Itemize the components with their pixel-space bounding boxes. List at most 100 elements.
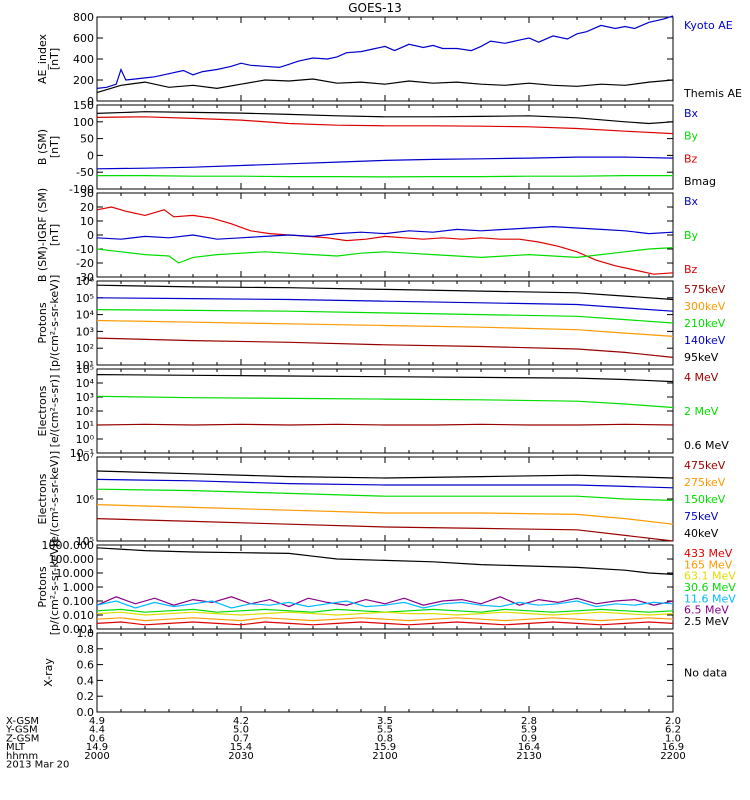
y-axis-label: B (SM)-IGRF (SM) bbox=[36, 188, 49, 282]
y-axis-label: Electrons bbox=[36, 385, 49, 436]
y-tick-label: 10⁶ bbox=[76, 275, 95, 288]
legend-entry: By bbox=[684, 130, 699, 143]
ephemeris-value: 4.9 bbox=[89, 716, 105, 727]
y-tick-label: 50 bbox=[80, 133, 94, 146]
y-tick-label: 0 bbox=[87, 229, 94, 242]
series-line-bx bbox=[96, 156, 674, 170]
y-axis-label: Protons bbox=[36, 566, 49, 607]
series-line-75kev bbox=[96, 478, 674, 489]
y-tick-label: 0.6 bbox=[77, 659, 95, 672]
y-axis-label: [p/(cm²-s-sr-keV)] bbox=[48, 275, 61, 372]
legend-entry: 2 MeV bbox=[684, 405, 719, 418]
y-tick-label: 10⁰ bbox=[76, 433, 95, 446]
ephemeris-row-label: Z-GSM bbox=[6, 733, 39, 744]
ephemeris-value: 2.8 bbox=[521, 716, 537, 727]
y-axis-label: B (SM) bbox=[36, 129, 49, 165]
y-axis-label: [e/(cm²-s-sr)] bbox=[48, 375, 61, 448]
y-tick-label: -20 bbox=[76, 257, 94, 270]
legend-entry: 433 MeV bbox=[684, 547, 733, 560]
y-tick-label: 150 bbox=[73, 99, 94, 112]
chart-title: GOES-13 bbox=[348, 1, 402, 15]
legend-entry: Bx bbox=[684, 195, 699, 208]
y-axis-label: Protons bbox=[36, 302, 49, 343]
series-line-165-mev bbox=[96, 617, 674, 622]
legend-entry: 11.6 MeV bbox=[684, 592, 736, 605]
ephemeris-value: 16.9 bbox=[662, 742, 684, 753]
y-axis-label: [nT] bbox=[48, 136, 61, 158]
ephemeris-value: 2030 bbox=[228, 751, 253, 762]
series-line-575kev bbox=[96, 337, 674, 358]
series-line-40kev bbox=[96, 470, 674, 479]
legend-entry: Bmag bbox=[684, 175, 716, 188]
ephemeris-value: 1.0 bbox=[665, 733, 681, 744]
y-tick-label: 10⁻¹ bbox=[70, 447, 94, 460]
ephemeris-value: 2130 bbox=[516, 751, 541, 762]
y-tick-label: 30 bbox=[80, 187, 94, 200]
ephemeris-value: 5.9 bbox=[521, 725, 537, 736]
y-tick-label: 10⁷ bbox=[76, 451, 94, 464]
legend-entry: 63.1 MeV bbox=[684, 570, 736, 583]
y-tick-label: 10⁴ bbox=[76, 377, 95, 390]
ephemeris-value: 0.6 bbox=[89, 733, 105, 744]
y-tick-label: 800 bbox=[73, 11, 94, 24]
legend-entry: 300keV bbox=[684, 300, 726, 313]
y-axis-label: [nT] bbox=[48, 224, 61, 246]
y-tick-label: 0.001 bbox=[63, 623, 95, 636]
series-line-433-mev bbox=[96, 621, 674, 626]
y-axis-label: [e/(cm²-s-sr-keV)] bbox=[48, 451, 61, 547]
series-line-bz bbox=[96, 206, 674, 275]
legend-entry: 0.6 MeV bbox=[684, 439, 729, 452]
series-line-0-6-mev bbox=[96, 374, 674, 383]
series-line-by bbox=[96, 247, 674, 264]
series-line-bx bbox=[96, 225, 674, 240]
ephemeris-value: 2100 bbox=[372, 751, 397, 762]
series-line-300kev bbox=[96, 319, 674, 337]
y-tick-label: 20 bbox=[80, 201, 94, 214]
legend-entry: 6.5 MeV bbox=[684, 604, 729, 617]
y-tick-label: -100 bbox=[69, 183, 94, 196]
panel-frame bbox=[96, 632, 674, 713]
legend-entry: 4 MeV bbox=[684, 371, 719, 384]
series-line-63-1-mev bbox=[96, 611, 674, 616]
legend-entry: 40keV bbox=[684, 527, 719, 540]
y-tick-label: 600 bbox=[73, 32, 94, 45]
y-tick-label: -50 bbox=[76, 166, 94, 179]
series-line-275kev bbox=[96, 504, 674, 525]
ephemeris-value: 15.4 bbox=[230, 742, 252, 753]
ephemeris-row-label: X-GSM bbox=[6, 716, 39, 727]
series-line-95kev bbox=[96, 284, 674, 301]
legend-entry: Bz bbox=[684, 263, 698, 276]
legend-entry: 30.6 MeV bbox=[684, 581, 736, 594]
ephemeris-value: 0.9 bbox=[521, 733, 537, 744]
legend-entry: 75keV bbox=[684, 510, 719, 523]
y-tick-label: 10 bbox=[80, 215, 94, 228]
panel-frame bbox=[96, 368, 674, 454]
ephemeris-value: 0.7 bbox=[233, 733, 249, 744]
y-tick-label: 1.000 bbox=[63, 581, 95, 594]
legend-entry: Bx bbox=[684, 107, 699, 120]
ephemeris-value: 14.9 bbox=[86, 742, 108, 753]
ephemeris-value: 15.9 bbox=[374, 742, 396, 753]
y-tick-label: 10⁴ bbox=[76, 309, 95, 322]
series-line-6-5-mev bbox=[96, 596, 674, 608]
ephemeris-row-label: Y-GSM bbox=[5, 725, 38, 736]
ephemeris-value: 5.5 bbox=[377, 725, 393, 736]
y-tick-label: 10⁵ bbox=[76, 535, 94, 548]
ephemeris-value: 16.4 bbox=[518, 742, 540, 753]
panel-frame bbox=[96, 16, 674, 102]
series-line-210kev bbox=[96, 309, 674, 324]
series-line-by bbox=[97, 175, 673, 178]
legend-entry: 210keV bbox=[684, 317, 726, 330]
series-line-11-6-mev bbox=[96, 600, 674, 609]
y-tick-label: 0 bbox=[87, 149, 94, 162]
series-line-bz bbox=[96, 116, 674, 135]
ephemeris-value: 3.5 bbox=[377, 716, 393, 727]
ephemeris-value: 2.0 bbox=[665, 716, 681, 727]
y-axis-label: [nT] bbox=[48, 48, 61, 70]
legend-entry: 165 MeV bbox=[684, 558, 733, 571]
y-tick-label: 10¹ bbox=[76, 359, 94, 372]
y-tick-label: 10⁵ bbox=[76, 363, 94, 376]
series-line-bmag bbox=[96, 111, 674, 125]
panel-frame bbox=[96, 456, 674, 542]
y-tick-label: 10³ bbox=[76, 325, 94, 338]
